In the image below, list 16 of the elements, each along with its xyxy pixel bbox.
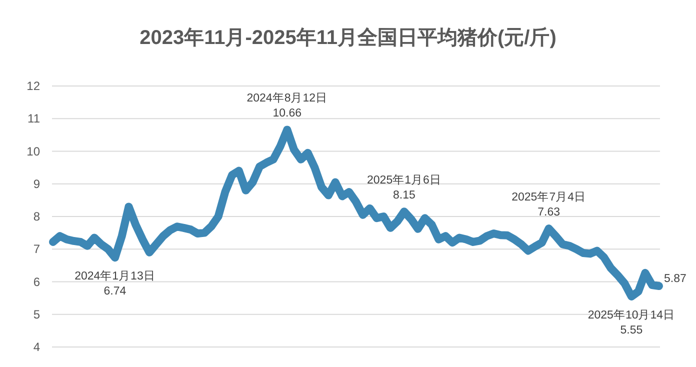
y-tick-label: 5 [33,307,40,322]
y-tick-label: 4 [33,340,40,354]
annotation: 2025年10月14日 5.55 [588,308,676,336]
chart-title: 2023年11月-2025年11月全国日平均猪价(元/斤) [140,26,556,49]
annotation: 2025年7月4日 7.63 [512,190,586,219]
annotation: 2024年8月12日 10.66 [246,92,328,120]
annotation: 2024年1月13日 6.74 [74,270,156,298]
data-label: 5.87 [664,272,686,285]
y-tick-label: 7 [33,242,40,256]
y-tick-label: 6 [33,274,40,289]
y-tick-label: 9 [33,176,40,191]
y-tick-label: 8 [33,210,40,224]
y-tick-label: 11 [28,112,40,126]
annotation: 2025年1月6日 8.15 [367,174,442,202]
y-tick-label: 12 [26,79,40,93]
y-tick-label: 10 [26,144,40,158]
